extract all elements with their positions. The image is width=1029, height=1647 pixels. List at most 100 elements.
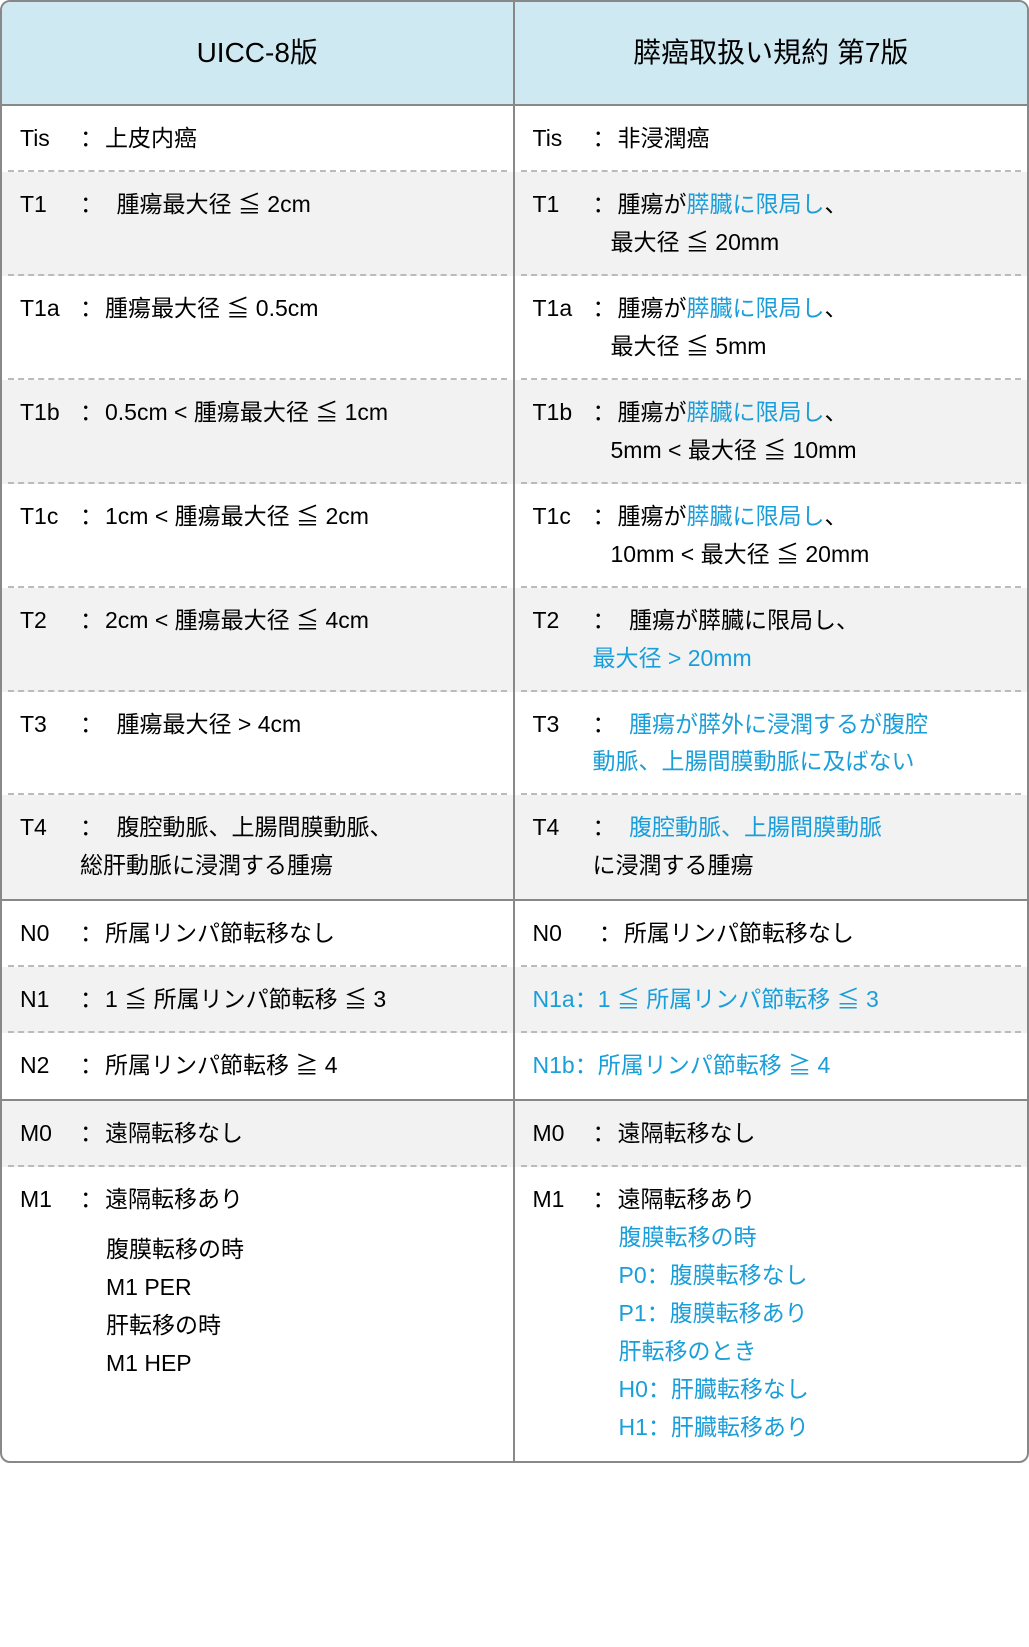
- cell-n2-right: N1b：所属リンパ節転移 ≧ 4: [515, 1033, 1028, 1101]
- text: 腫瘍最大径 > 4cm: [94, 711, 302, 737]
- row-n0: N0：所属リンパ節転移なし N0 ：所属リンパ節転移なし: [2, 901, 1027, 967]
- cell-t1-left: T1： 腫瘍最大径 ≦ 2cm: [2, 172, 515, 276]
- cell-t3-left: T3： 腫瘍最大径 > 4cm: [2, 692, 515, 796]
- text: 2cm < 腫瘍最大径 ≦ 4cm: [105, 607, 369, 633]
- highlight-text: 腫瘍が膵外に浸潤するが腹腔: [606, 711, 928, 737]
- highlight-text: 膵臓に限局し: [687, 295, 825, 321]
- highlight-text: N1b：所属リンパ節転移 ≧ 4: [533, 1052, 831, 1078]
- cell-m0-right: M0：遠隔転移なし: [515, 1101, 1028, 1167]
- label: N1: [20, 981, 78, 1019]
- table-header-row: UICC-8版 膵癌取扱い規約 第7版: [2, 2, 1027, 106]
- text: 所属リンパ節転移なし: [624, 920, 854, 946]
- cell-tis-left: Tis：上皮内癌: [2, 106, 515, 172]
- label: N0: [533, 915, 591, 953]
- row-t4: T4： 腹腔動脈、上腸間膜動脈、 総肝動脈に浸潤する腫瘍 T4： 腹腔動脈、上腸…: [2, 795, 1027, 901]
- label: T1a: [20, 290, 78, 328]
- text: 遠隔転移なし: [105, 1120, 243, 1146]
- row-tis: Tis：上皮内癌 Tis：非浸潤癌: [2, 106, 1027, 172]
- header-left: UICC-8版: [2, 2, 515, 106]
- label: T1c: [20, 498, 78, 536]
- highlight-sub-text: H0：肝臓転移なし: [533, 1371, 1010, 1409]
- row-t1b: T1b：0.5cm < 腫瘍最大径 ≦ 1cm T1b：腫瘍が膵臓に限局し、 5…: [2, 380, 1027, 484]
- highlight-text: 膵臓に限局し: [687, 399, 825, 425]
- cell-t1b-right: T1b：腫瘍が膵臓に限局し、 5mm < 最大径 ≦ 10mm: [515, 380, 1028, 484]
- highlight-sub-text: H1：肝臓転移あり: [533, 1409, 1010, 1447]
- row-t3: T3： 腫瘍最大径 > 4cm T3： 腫瘍が膵外に浸潤するが腹腔 動脈、上腸間…: [2, 692, 1027, 796]
- label: Tis: [20, 120, 78, 158]
- row-t1a: T1a：腫瘍最大径 ≦ 0.5cm T1a：腫瘍が膵臓に限局し、 最大径 ≦ 5…: [2, 276, 1027, 380]
- label: T2: [533, 602, 591, 640]
- text: 遠隔転移あり: [105, 1186, 243, 1212]
- row-t1: T1： 腫瘍最大径 ≦ 2cm T1：腫瘍が膵臓に限局し、 最大径 ≦ 20mm: [2, 172, 1027, 276]
- label: N2: [20, 1047, 78, 1085]
- text: 腹腔動脈、上腸間膜動脈、: [94, 814, 393, 840]
- label: T1a: [533, 290, 591, 328]
- cell-t1c-left: T1c：1cm < 腫瘍最大径 ≦ 2cm: [2, 484, 515, 588]
- cell-t1-right: T1：腫瘍が膵臓に限局し、 最大径 ≦ 20mm: [515, 172, 1028, 276]
- row-n1: N1：1 ≦ 所属リンパ節転移 ≦ 3 N1a：1 ≦ 所属リンパ節転移 ≦ 3: [2, 967, 1027, 1033]
- label: Tis: [533, 120, 591, 158]
- text: 腫瘍最大径 ≦ 0.5cm: [105, 295, 318, 321]
- sub-text: 腹膜転移の時: [20, 1231, 495, 1269]
- cell-t1a-right: T1a：腫瘍が膵臓に限局し、 最大径 ≦ 5mm: [515, 276, 1028, 380]
- label: M1: [20, 1181, 78, 1219]
- text: 遠隔転移なし: [618, 1120, 756, 1146]
- label: T1: [20, 186, 78, 224]
- highlight-sub-text: P1：腹膜転移あり: [533, 1295, 1010, 1333]
- cell-t2-right: T2： 腫瘍が膵臓に限局し、 最大径 > 20mm: [515, 588, 1028, 692]
- text: 1cm < 腫瘍最大径 ≦ 2cm: [105, 503, 369, 529]
- highlight-text: N1a：1 ≦ 所属リンパ節転移 ≦ 3: [533, 986, 879, 1012]
- text-line2: 最大径 ≦ 20mm: [533, 224, 1010, 262]
- label: M1: [533, 1181, 591, 1219]
- text: 非浸潤癌: [618, 125, 710, 151]
- label: T1b: [533, 394, 591, 432]
- text: 1 ≦ 所属リンパ節転移 ≦ 3: [105, 986, 386, 1012]
- label: M0: [20, 1115, 78, 1153]
- highlight-sub-text: 腹膜転移の時: [533, 1219, 1010, 1257]
- highlight-sub-text: P0：腹膜転移なし: [533, 1257, 1010, 1295]
- cell-t1a-left: T1a：腫瘍最大径 ≦ 0.5cm: [2, 276, 515, 380]
- highlight-text: 膵臓に限局し: [687, 191, 825, 217]
- row-n2: N2：所属リンパ節転移 ≧ 4 N1b：所属リンパ節転移 ≧ 4: [2, 1033, 1027, 1101]
- text: 遠隔転移あり: [618, 1186, 756, 1212]
- cell-t1b-left: T1b：0.5cm < 腫瘍最大径 ≦ 1cm: [2, 380, 515, 484]
- text-line2: 5mm < 最大径 ≦ 10mm: [533, 432, 1010, 470]
- text: 0.5cm < 腫瘍最大径 ≦ 1cm: [105, 399, 388, 425]
- label: T3: [20, 706, 78, 744]
- label: T1: [533, 186, 591, 224]
- header-right: 膵癌取扱い規約 第7版: [515, 2, 1028, 106]
- text: 上皮内癌: [105, 125, 197, 151]
- label: T3: [533, 706, 591, 744]
- cell-m1-left: M1：遠隔転移あり 腹膜転移の時 M1 PER 肝転移の時 M1 HEP: [2, 1167, 515, 1461]
- cell-t1c-right: T1c：腫瘍が膵臓に限局し、 10mm < 最大径 ≦ 20mm: [515, 484, 1028, 588]
- cell-m0-left: M0：遠隔転移なし: [2, 1101, 515, 1167]
- cell-t2-left: T2：2cm < 腫瘍最大径 ≦ 4cm: [2, 588, 515, 692]
- cell-n0-right: N0 ：所属リンパ節転移なし: [515, 901, 1028, 967]
- cell-n2-left: N2：所属リンパ節転移 ≧ 4: [2, 1033, 515, 1101]
- row-t2: T2：2cm < 腫瘍最大径 ≦ 4cm T2： 腫瘍が膵臓に限局し、 最大径 …: [2, 588, 1027, 692]
- row-m0: M0：遠隔転移なし M0：遠隔転移なし: [2, 1101, 1027, 1167]
- row-m1: M1：遠隔転移あり 腹膜転移の時 M1 PER 肝転移の時 M1 HEP M1：…: [2, 1167, 1027, 1461]
- cell-n1-right: N1a：1 ≦ 所属リンパ節転移 ≦ 3: [515, 967, 1028, 1033]
- sub-text: M1 HEP: [20, 1345, 495, 1383]
- text-line2: 最大径 ≦ 5mm: [533, 328, 1010, 366]
- label: T4: [20, 809, 78, 847]
- sub-text: M1 PER: [20, 1269, 495, 1307]
- text: 所属リンパ節転移 ≧ 4: [105, 1052, 338, 1078]
- highlight-text: 腹腔動脈、上腸間膜動脈: [606, 814, 882, 840]
- cell-t4-left: T4： 腹腔動脈、上腸間膜動脈、 総肝動脈に浸潤する腫瘍: [2, 795, 515, 901]
- cell-n1-left: N1：1 ≦ 所属リンパ節転移 ≦ 3: [2, 967, 515, 1033]
- text-line2: に浸潤する腫瘍: [533, 847, 1010, 885]
- label: T1c: [533, 498, 591, 536]
- cell-n0-left: N0：所属リンパ節転移なし: [2, 901, 515, 967]
- label: M0: [533, 1115, 591, 1153]
- text: 所属リンパ節転移なし: [105, 920, 335, 946]
- text: 腫瘍最大径 ≦ 2cm: [94, 191, 311, 217]
- highlight-sub-text: 肝転移のとき: [533, 1333, 1010, 1371]
- highlight-text: 膵臓に限局し: [687, 503, 825, 529]
- cell-tis-right: Tis：非浸潤癌: [515, 106, 1028, 172]
- label: N0: [20, 915, 78, 953]
- sub-text: 肝転移の時: [20, 1307, 495, 1345]
- highlight-text: 動脈、上腸間膜動脈に及ばない: [533, 743, 1010, 781]
- cell-m1-right: M1：遠隔転移あり 腹膜転移の時 P0：腹膜転移なし P1：腹膜転移あり 肝転移…: [515, 1167, 1028, 1461]
